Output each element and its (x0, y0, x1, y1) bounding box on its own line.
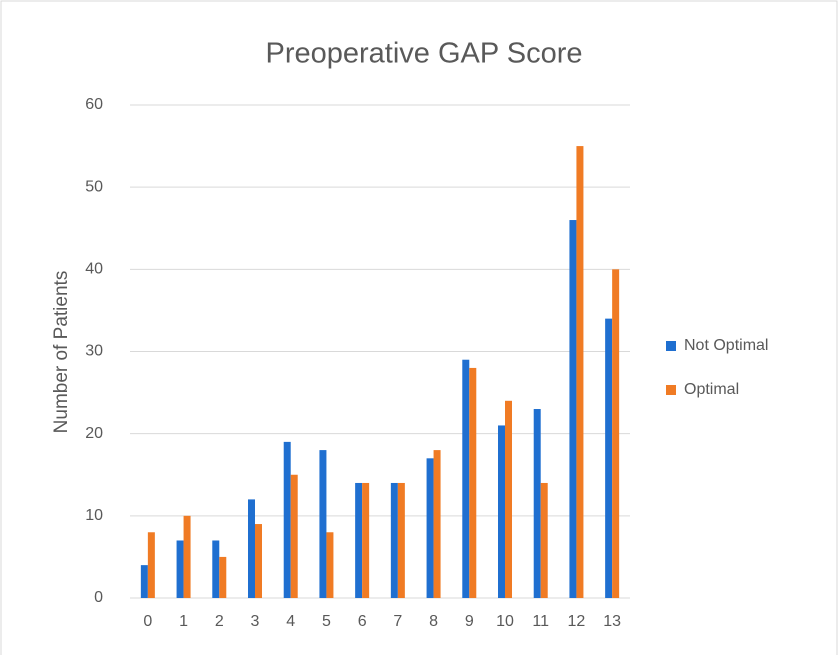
x-tick-label: 2 (215, 613, 224, 630)
x-tick-label: 0 (143, 613, 152, 630)
bar (355, 482, 363, 598)
bar (212, 540, 220, 598)
bar (533, 409, 541, 598)
y-tick-label: 30 (85, 343, 103, 360)
bar (390, 482, 398, 598)
bar (362, 482, 370, 598)
bar (290, 474, 298, 598)
x-tick-label: 6 (358, 613, 367, 630)
legend-swatch (666, 341, 676, 351)
bar (569, 220, 577, 599)
bar (540, 482, 548, 598)
y-tick-label: 20 (85, 425, 103, 442)
x-tick-label: 7 (393, 613, 402, 630)
x-tick-label: 3 (251, 613, 260, 630)
bar (612, 269, 620, 598)
bar (462, 359, 470, 598)
x-tick-label: 9 (465, 613, 474, 630)
x-tick-label: 8 (429, 613, 438, 630)
bar (283, 441, 291, 598)
x-tick-label: 4 (286, 613, 295, 630)
chart-title: Preoperative GAP Score (265, 38, 582, 70)
x-tick-label: 5 (322, 613, 331, 630)
bar (319, 450, 327, 598)
bar (248, 499, 255, 598)
bar (140, 565, 148, 598)
x-tick-label: 12 (568, 613, 586, 630)
legend-label: Optimal (684, 381, 739, 398)
x-tick-label: 1 (179, 613, 188, 630)
bar (183, 515, 191, 598)
y-tick-label: 0 (94, 589, 103, 606)
bar (397, 482, 405, 598)
bar (176, 540, 184, 598)
x-tick-label: 11 (532, 613, 549, 630)
bar (498, 425, 505, 598)
x-tick-label: 10 (496, 613, 514, 630)
bar (147, 532, 155, 598)
bar (576, 146, 584, 599)
y-tick-label: 10 (85, 507, 103, 524)
y-tick-label: 60 (85, 96, 103, 113)
legend-label: Not Optimal (684, 337, 768, 354)
bar (426, 458, 434, 598)
legend-swatch (666, 385, 676, 395)
bar (605, 318, 613, 598)
bar (326, 532, 334, 598)
bar (469, 367, 477, 598)
y-axis-label: Number of Patients (51, 271, 72, 434)
bar (433, 450, 441, 598)
bar (505, 400, 512, 598)
bar (255, 524, 262, 598)
x-tick-label: 13 (603, 613, 621, 630)
y-tick-label: 40 (85, 261, 103, 278)
bar (219, 556, 227, 598)
y-tick-label: 50 (85, 178, 103, 195)
